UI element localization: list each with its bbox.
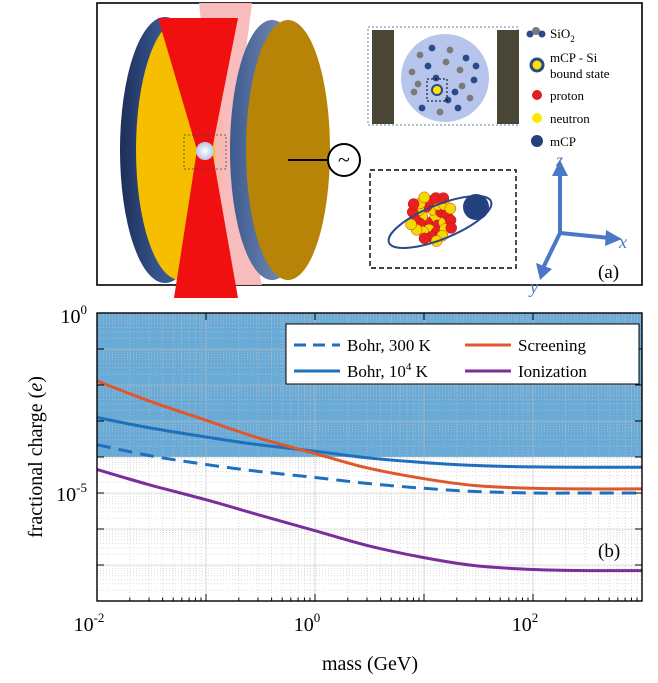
bound-state-dot xyxy=(431,84,443,96)
silica-dot xyxy=(462,54,470,62)
axis-ticks xyxy=(96,313,642,602)
panel-a: ~ SiO2 mCP - Si b xyxy=(96,2,643,298)
ac-source-icon xyxy=(327,143,361,177)
axis-label-x: x xyxy=(618,232,627,252)
legend-item-screening: Screening xyxy=(465,336,586,355)
panel-b: 10-2 100 102 100 10-5 Bohr, 300 K Screening … xyxy=(25,302,643,675)
series-line-0 xyxy=(97,443,642,495)
x-tick-label: 102 xyxy=(512,610,539,636)
right-electrode xyxy=(230,20,330,280)
nucleus-inset xyxy=(369,169,517,269)
silica-dot xyxy=(436,108,444,116)
coordinate-axes xyxy=(536,160,622,280)
x-tick-label: 100 xyxy=(294,610,321,636)
nucleon xyxy=(445,222,457,234)
series-lines xyxy=(97,379,642,573)
nucleon xyxy=(418,232,431,245)
svg-text:mCP: mCP xyxy=(550,134,576,149)
svg-text:Bohr, 104 K: Bohr, 104 K xyxy=(347,361,429,381)
silica-dot xyxy=(444,96,452,104)
y-axis-label: fractional charge (e) xyxy=(25,376,47,538)
nucleon xyxy=(418,191,431,204)
silica-dot xyxy=(416,51,424,59)
panel-a-label: (a) xyxy=(598,262,619,283)
silica-dot xyxy=(456,66,464,74)
ac-source-symbol: ~ xyxy=(338,147,350,172)
legend-proton: proton xyxy=(532,88,584,103)
series-line-1 xyxy=(97,416,642,469)
legend-neutron: neutron xyxy=(532,111,590,126)
legend-bound-state: mCP - Si bound state xyxy=(529,50,610,81)
trapped-sphere xyxy=(196,142,214,160)
axis-label-y: y xyxy=(528,277,538,297)
series-line-2 xyxy=(97,379,642,491)
silica-dot xyxy=(418,104,426,112)
axis-label-z: z xyxy=(555,150,563,170)
x-axis-label: mass (GeV) xyxy=(322,653,418,675)
svg-text:neutron: neutron xyxy=(550,111,590,126)
svg-text:proton: proton xyxy=(550,88,584,103)
silica-dot xyxy=(458,82,466,90)
svg-text:Screening: Screening xyxy=(518,336,586,355)
mcp-particle xyxy=(463,194,489,220)
silica-dot xyxy=(451,88,459,96)
silica-dot xyxy=(408,68,416,76)
legend-item-bohr-1e4k: Bohr, 104 K xyxy=(294,361,429,381)
chart-legend: Bohr, 300 K Screening Bohr, 104 K Ioniza… xyxy=(285,323,640,385)
svg-text:Bohr, 300 K: Bohr, 300 K xyxy=(347,336,432,355)
svg-text:bound state: bound state xyxy=(550,66,610,81)
panel-a-legend: SiO2 mCP - Si bound state proton neutron… xyxy=(526,26,610,149)
silica-dot xyxy=(442,58,450,66)
silica-dot xyxy=(432,74,440,82)
legend-item-bohr-300k: Bohr, 300 K xyxy=(294,336,432,355)
nucleon xyxy=(444,202,457,215)
nucleon xyxy=(407,198,420,210)
focus-box xyxy=(183,134,227,170)
series-line-3 xyxy=(97,468,642,573)
x-tick-label: 10-2 xyxy=(74,610,105,636)
orbit-ring xyxy=(387,195,493,249)
silica-dot xyxy=(446,46,454,54)
silica-dot xyxy=(470,76,478,84)
tick-labels: 10-2 100 102 100 10-5 xyxy=(56,302,538,636)
legend-mcp: mCP xyxy=(531,134,576,149)
silica-dot xyxy=(414,80,422,88)
silica-dot xyxy=(428,44,436,52)
focused-laser xyxy=(158,18,238,298)
legend-sio2: SiO2 xyxy=(526,26,575,44)
nucleon xyxy=(405,218,417,231)
silica-dot xyxy=(466,94,474,102)
y-tick-label: 100 xyxy=(61,302,88,328)
microsphere-inset xyxy=(367,26,519,126)
svg-text:mCP - Si: mCP - Si xyxy=(550,50,598,65)
svg-text:Ionization: Ionization xyxy=(518,362,587,381)
silica-dot xyxy=(424,62,432,70)
panel-b-label: (b) xyxy=(598,541,620,562)
silica-dot xyxy=(410,88,418,96)
silica-dot xyxy=(472,62,480,70)
svg-text:SiO2: SiO2 xyxy=(550,26,575,44)
silica-dot xyxy=(454,104,462,112)
legend-item-ionization: Ionization xyxy=(465,362,587,381)
y-tick-label: 10-5 xyxy=(56,480,87,506)
